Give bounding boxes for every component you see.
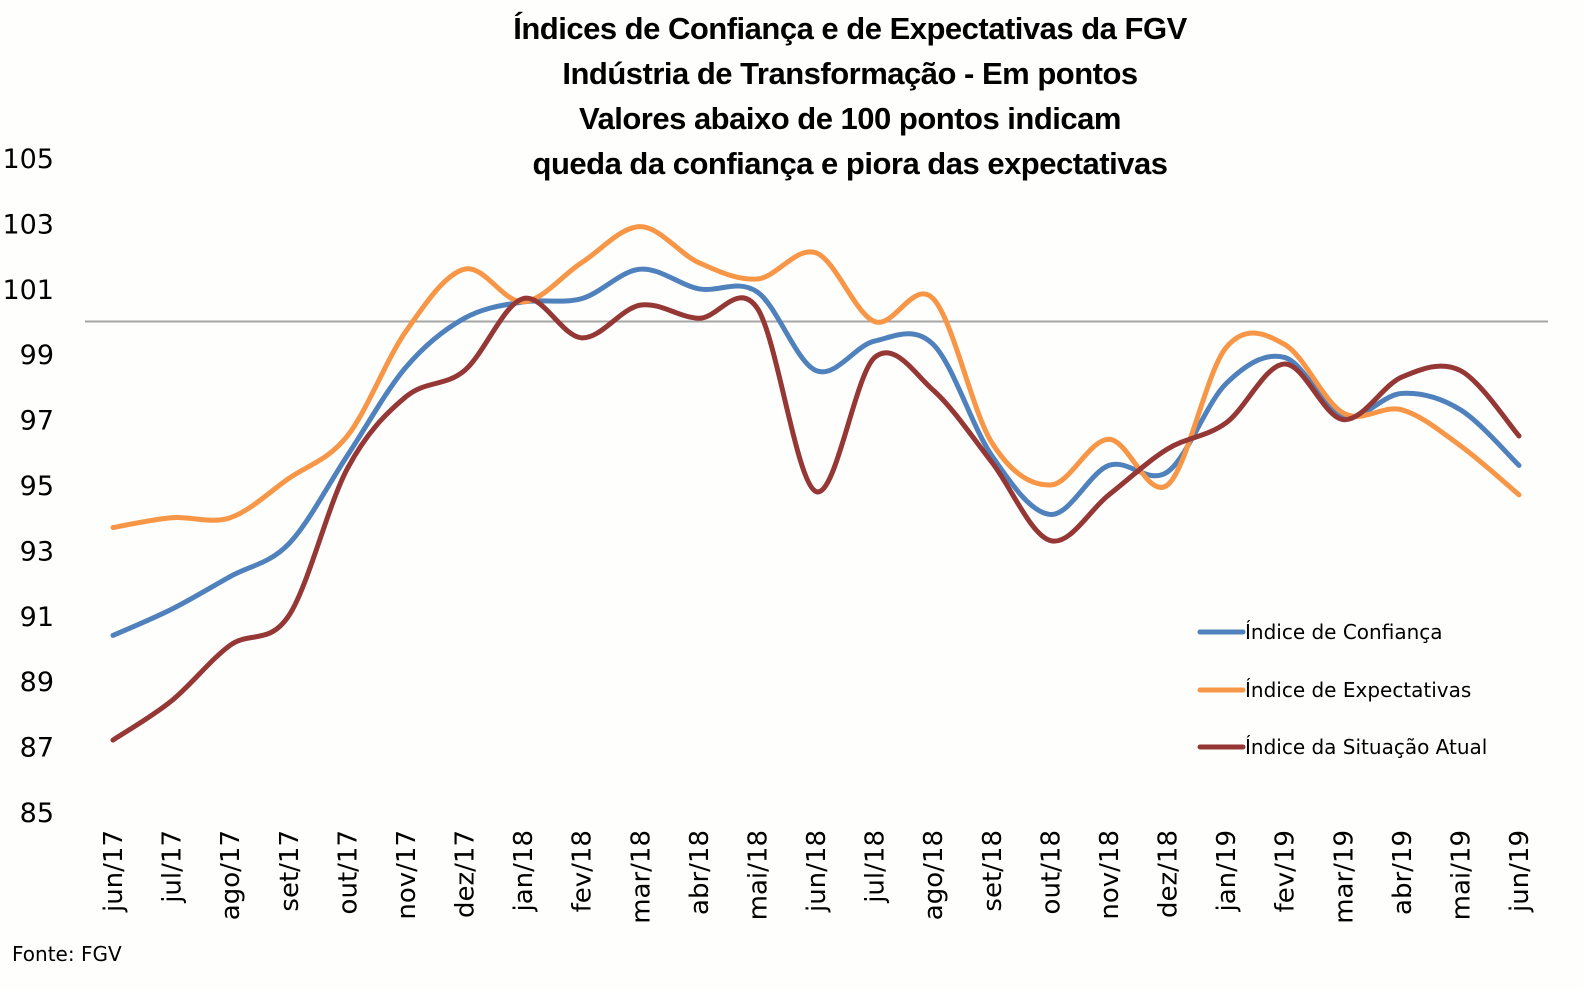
y-tick-label: 101 [2, 275, 54, 306]
x-tick-label: dez/18 [1154, 830, 1184, 918]
x-tick-label: mar/18 [626, 830, 656, 924]
x-tick-label: set/18 [978, 830, 1008, 912]
series-line-indice-da-situacao-atual [110, 295, 1522, 743]
x-tick-label: out/18 [1036, 830, 1066, 914]
x-tick-label: fev/18 [568, 830, 598, 912]
x-tick-label: mai/18 [743, 830, 773, 920]
x-tick-label: set/17 [275, 830, 305, 912]
y-axis: 85 87 89 91 93 95 97 99 101 103 105 [2, 144, 54, 829]
y-tick-label: 95 [20, 471, 54, 502]
x-tick-label: dez/17 [451, 830, 481, 918]
x-tick-label: abr/18 [685, 830, 715, 915]
x-tick-label: mar/19 [1329, 830, 1359, 924]
x-tick-label: mai/19 [1446, 830, 1476, 920]
legend-item: Índice da Situação Atual [1197, 735, 1487, 759]
x-tick-label: ago/18 [919, 830, 949, 920]
x-axis: jun/17 jul/17 ago/17 set/17 out/17 nov/17 dez/… [99, 830, 1535, 924]
x-tick-label: jan/19 [1212, 830, 1242, 912]
y-tick-label: 105 [2, 144, 54, 175]
series-indice-de-expectativas [110, 224, 1522, 531]
series-group [110, 224, 1522, 743]
y-tick-label: 99 [20, 340, 54, 371]
legend: Índice de Confiança Índice de Expectativa… [1197, 620, 1487, 759]
x-tick-label: jan/18 [509, 830, 539, 912]
y-tick-label: 87 [20, 733, 54, 764]
y-tick-label: 91 [20, 602, 54, 633]
series-indice-de-confianca [110, 266, 1522, 638]
x-tick-label: nov/18 [1095, 830, 1125, 920]
legend-label: Índice de Confiança [1245, 620, 1443, 644]
legend-label: Índice da Situação Atual [1245, 735, 1487, 759]
x-tick-label: jul/18 [861, 830, 891, 904]
legend-item: Índice de Confiança [1197, 620, 1443, 644]
x-tick-label: abr/19 [1388, 830, 1418, 915]
chart-title-line-2: Indústria de Transformação - Em pontos [562, 56, 1138, 91]
y-tick-label: 89 [20, 667, 54, 698]
series-line-indice-de-expectativas [110, 224, 1522, 531]
x-tick-label: nov/17 [392, 830, 422, 920]
series-line-indice-de-confianca [110, 266, 1522, 638]
legend-item: Índice de Expectativas [1197, 678, 1471, 702]
chart-title-line-4: queda da confiança e piora das expectati… [532, 146, 1168, 181]
x-tick-label: fev/19 [1271, 830, 1301, 912]
y-tick-label: 103 [2, 209, 54, 240]
x-tick-label: jun/17 [99, 830, 129, 913]
series-indice-da-situacao-atual [110, 295, 1522, 743]
x-tick-label: out/17 [333, 830, 363, 914]
y-tick-label: 97 [20, 406, 54, 437]
y-tick-label: 93 [20, 536, 54, 567]
source-note: Fonte: FGV [12, 942, 122, 966]
y-tick-label: 85 [20, 798, 54, 829]
x-tick-label: ago/17 [216, 830, 246, 920]
x-tick-label: jun/19 [1505, 830, 1535, 913]
legend-label: Índice de Expectativas [1245, 678, 1471, 702]
x-tick-label: jul/17 [158, 830, 188, 904]
chart-title-line-1: Índices de Confiança e de Expectativas d… [513, 11, 1187, 46]
x-tick-label: jun/18 [802, 830, 832, 913]
chart-title-line-3: Valores abaixo de 100 pontos indicam [579, 101, 1121, 136]
chart-title: Índices de Confiança e de Expectativas d… [300, 6, 1400, 186]
